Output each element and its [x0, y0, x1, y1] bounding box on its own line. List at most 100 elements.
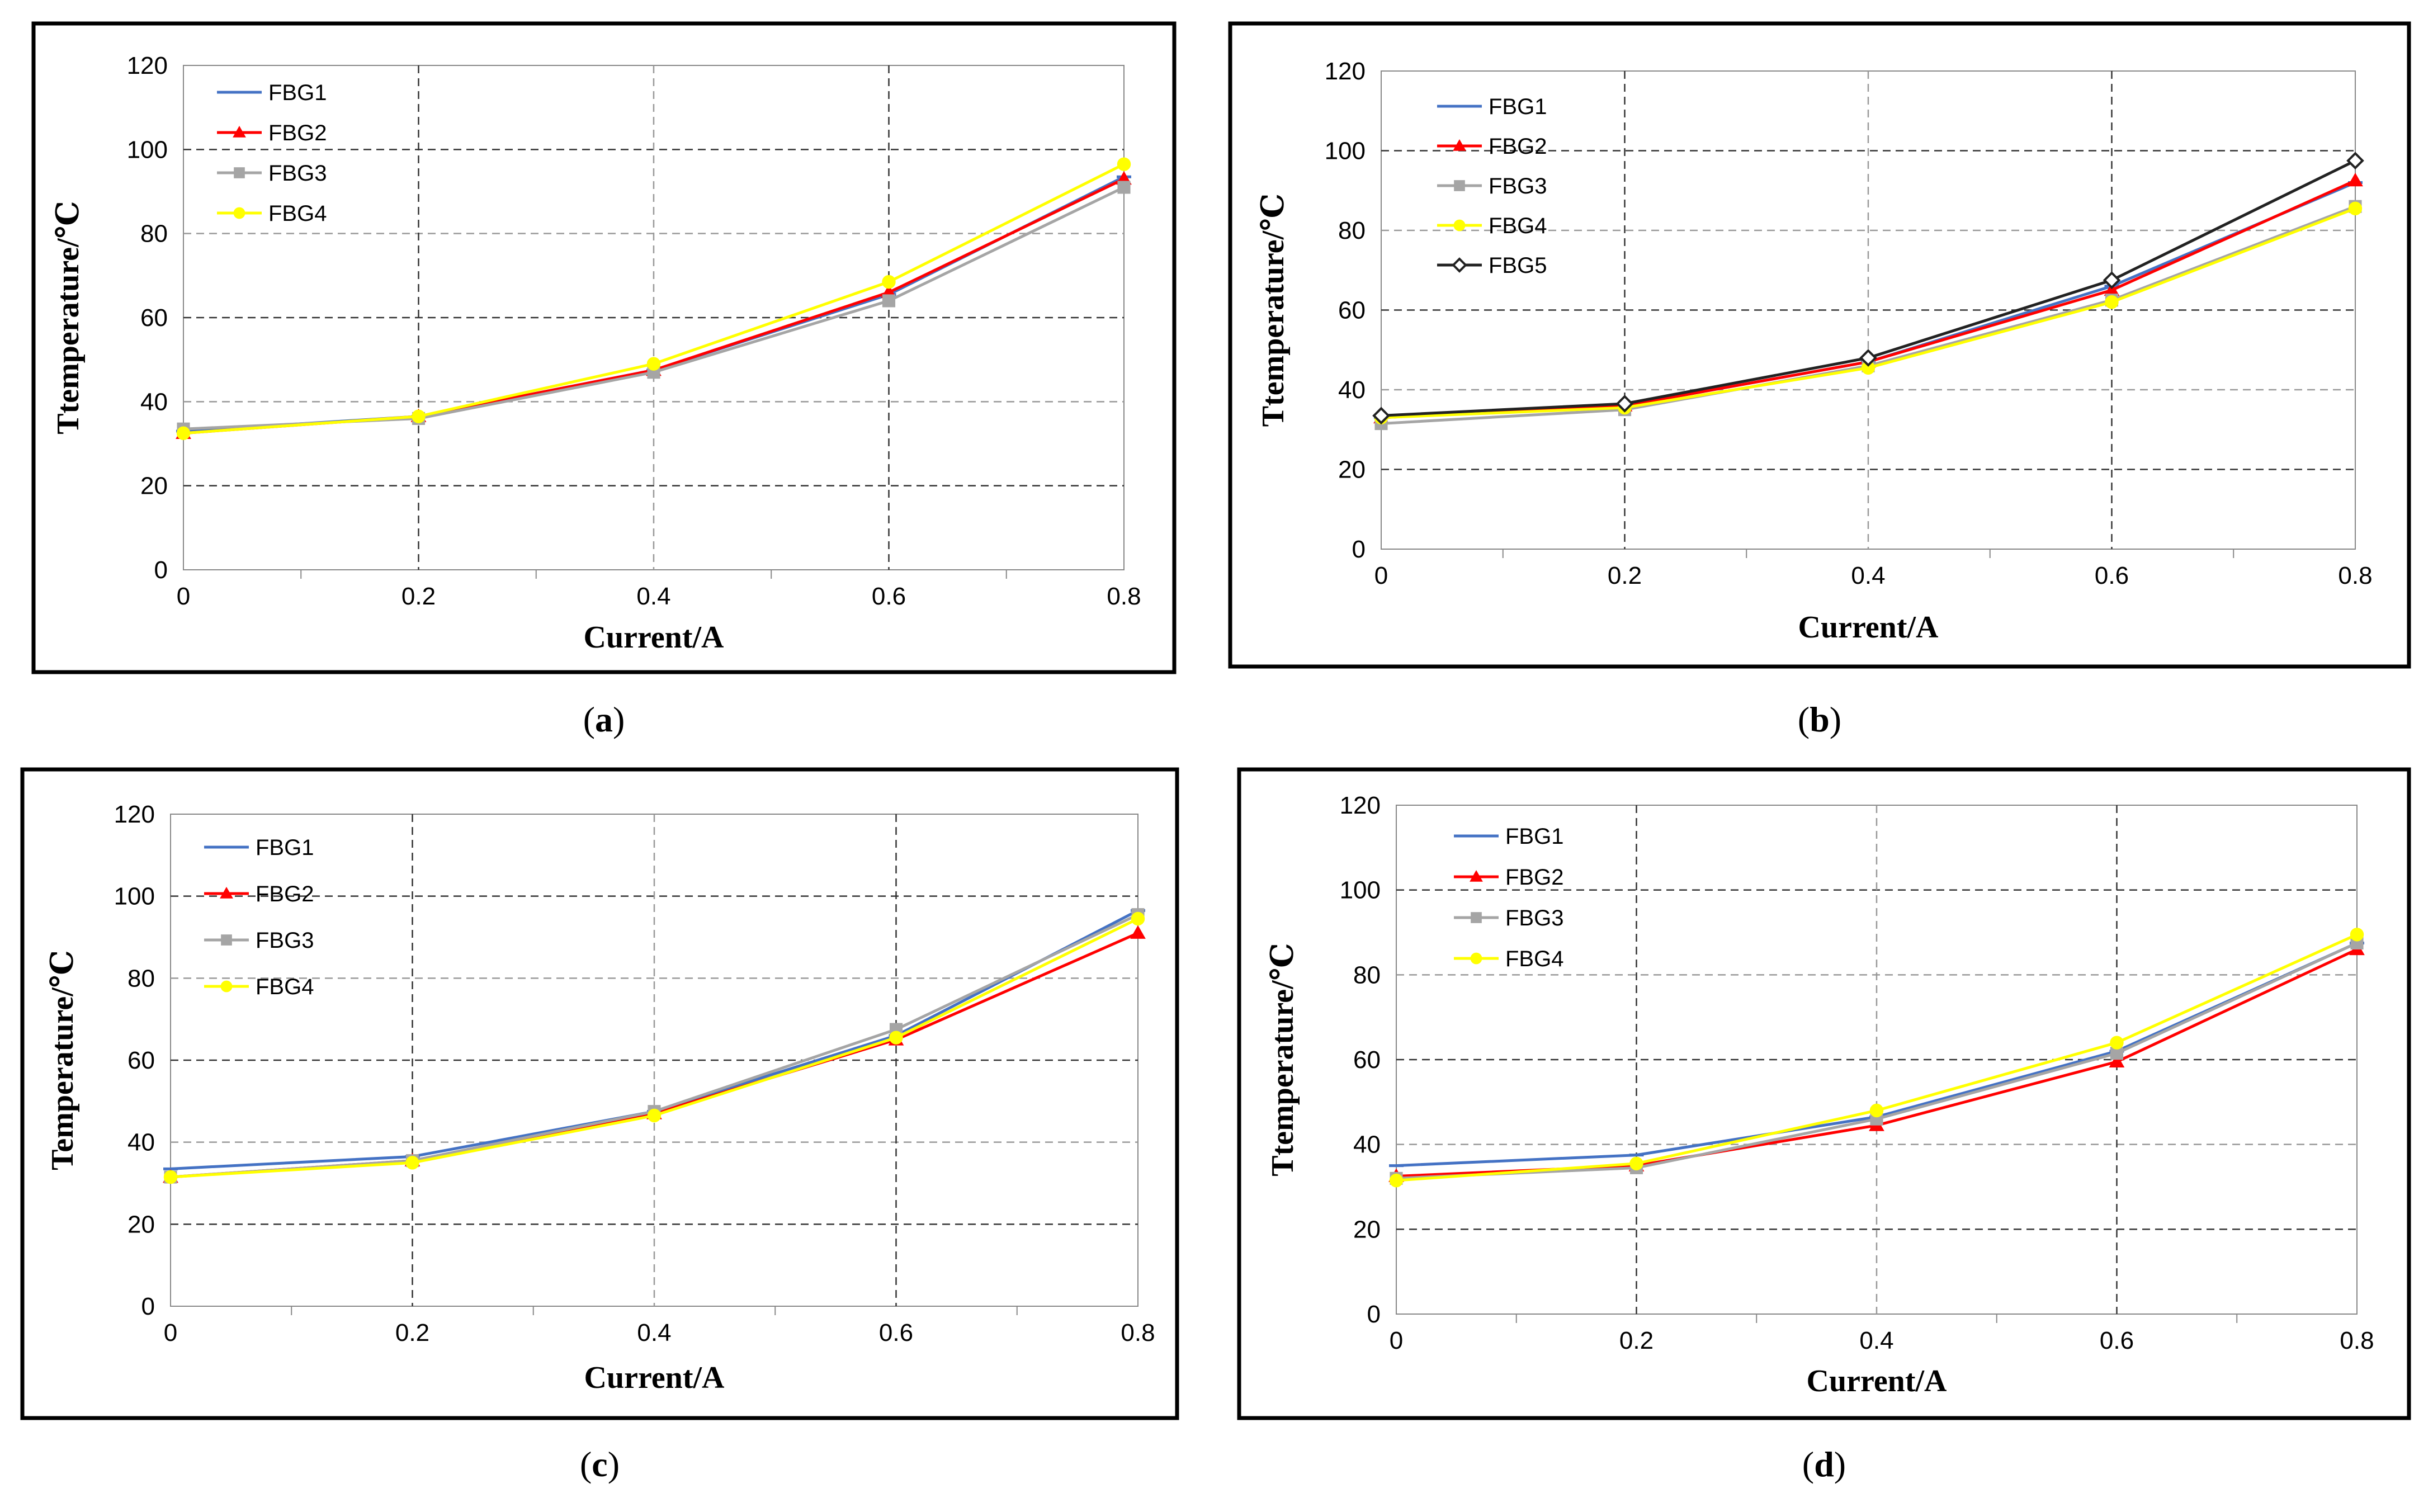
- y-tick-label: 120: [1340, 792, 1381, 819]
- data-point-fbg5: [2346, 152, 2364, 170]
- caption-letter: a: [595, 700, 613, 739]
- x-tick-label: 0: [164, 1319, 177, 1346]
- legend-label: FBG1: [1489, 94, 1547, 119]
- legend-swatch-marker: [221, 934, 232, 946]
- caption-paren: ): [1830, 700, 1841, 739]
- chart-panel-c: 0 20 40 60 80 100 120 0 0.2 0.4 0.6 0.8 Current/A Tem…: [20, 767, 1179, 1484]
- series-fbg4: [1389, 928, 2364, 1188]
- x-tick-label: 0.2: [401, 583, 436, 610]
- panel-caption: (b): [1798, 700, 1841, 739]
- panel-caption: (a): [583, 700, 625, 739]
- x-tick-label: 0.4: [636, 583, 670, 610]
- legend: FBG1 FBG2 FBG3 FBG4: [204, 835, 314, 999]
- y-axis-title: Temperature/℃: [45, 950, 80, 1170]
- legend-label: FBG1: [256, 835, 314, 860]
- legend-label: FBG3: [256, 928, 314, 953]
- data-point-fbg4: [647, 1108, 662, 1123]
- y-axis-title: Ttemperature/℃: [51, 201, 86, 434]
- data-point-fbg4: [1131, 911, 1145, 926]
- x-tick-label: 0.2: [1608, 562, 1642, 589]
- y-tick-label: 80: [1353, 961, 1381, 989]
- data-point-fbg4: [1117, 157, 1131, 171]
- y-tick-label: 0: [1352, 536, 1366, 563]
- data-point-fbg4: [1629, 1156, 1643, 1170]
- y-tick-label: 100: [114, 883, 155, 910]
- y-tick-label: 100: [1325, 138, 1366, 165]
- chart-panel-b: 0 20 40 60 80 100 120 0 0.2 0.4 0.6 0.8 Current/A Tte…: [1228, 21, 2411, 739]
- y-axis-title: Ttemperature/℃: [1256, 193, 1291, 427]
- series-fbg5: [1372, 152, 2364, 425]
- data-point-fbg4: [646, 357, 661, 371]
- legend-label: FBG3: [1489, 174, 1547, 199]
- caption-letter: b: [1810, 700, 1830, 739]
- x-tick-label: 0.6: [2095, 562, 2129, 589]
- legend: FBG1 FBG2 FBG3 FBG4: [1454, 824, 1563, 971]
- x-tick-label: 0.8: [1121, 1319, 1155, 1346]
- data-point-fbg4: [405, 1156, 419, 1170]
- legend-label: FBG1: [1505, 824, 1563, 849]
- y-tick-label: 40: [140, 388, 168, 415]
- legend: FBG1 FBG2 FBG3 FBG4: [217, 81, 327, 226]
- y-tick-label: 100: [127, 136, 168, 163]
- legend-swatch-marker: [1470, 870, 1483, 882]
- data-point-fbg5: [2103, 271, 2121, 289]
- x-tick-label: 0.8: [2340, 1327, 2374, 1354]
- data-point-fbg4: [412, 409, 426, 423]
- x-tick-label: 0.6: [2100, 1327, 2134, 1354]
- legend-swatch-marker: [234, 167, 245, 178]
- panel-caption: (d): [1802, 1444, 1846, 1484]
- x-tick-label: 0.2: [395, 1319, 429, 1346]
- data-point-fbg4: [882, 275, 896, 289]
- legend-label: FBG2: [268, 121, 327, 145]
- y-tick-label: 40: [127, 1129, 155, 1156]
- legend-label: FBG3: [1505, 906, 1563, 930]
- data-point-fbg5: [1615, 395, 1634, 413]
- x-tick-label: 0: [1390, 1327, 1403, 1354]
- y-tick-label: 60: [127, 1047, 155, 1074]
- x-tick-label: 0.8: [1107, 583, 1141, 610]
- y-tick-label: 0: [141, 1293, 155, 1320]
- data-point-fbg4: [2105, 295, 2119, 309]
- legend-swatch-marker: [220, 886, 233, 899]
- data-point-fbg4: [2110, 1036, 2124, 1050]
- data-point-fbg2: [2109, 1053, 2125, 1068]
- y-tick-label: 80: [140, 220, 168, 248]
- data-point-fbg4: [2350, 928, 2364, 942]
- data-point-fbg4: [176, 426, 191, 440]
- data-point-fbg3: [1117, 181, 1131, 194]
- y-tick-label: 120: [114, 801, 155, 828]
- legend-swatch-marker: [1453, 219, 1466, 231]
- y-tick-label: 40: [1338, 376, 1366, 404]
- caption-paren: (: [583, 700, 595, 739]
- legend-label: FBG5: [1489, 253, 1547, 278]
- data-point-fbg4: [889, 1031, 903, 1045]
- caption-paren: ): [608, 1444, 620, 1484]
- caption-letter: c: [592, 1444, 607, 1484]
- legend-label: FBG4: [256, 975, 314, 999]
- data-point-fbg4: [163, 1170, 178, 1184]
- x-axis-title: Current/A: [584, 620, 724, 655]
- y-tick-label: 0: [1367, 1301, 1381, 1328]
- y-tick-label: 60: [140, 304, 168, 332]
- y-tick-label: 60: [1353, 1046, 1381, 1074]
- series-fbg4: [176, 157, 1131, 440]
- x-tick-label: 0.8: [2338, 562, 2372, 589]
- legend-label: FBG4: [1505, 947, 1563, 971]
- x-tick-label: 0.6: [872, 583, 906, 610]
- x-tick-label: 0.2: [1619, 1327, 1654, 1354]
- x-tick-label: 0: [1374, 562, 1388, 589]
- caption-paren: ): [613, 700, 625, 739]
- x-axis-title: Current/A: [1798, 610, 1939, 645]
- x-tick-label: 0.4: [1859, 1327, 1893, 1354]
- y-tick-label: 0: [154, 556, 168, 584]
- caption-letter: d: [1814, 1444, 1834, 1484]
- y-tick-label: 20: [1353, 1216, 1381, 1243]
- data-point-fbg4: [2348, 201, 2363, 216]
- x-tick-label: 0.4: [1851, 562, 1885, 589]
- y-tick-label: 120: [127, 52, 168, 79]
- legend-swatch-marker: [1454, 180, 1465, 191]
- y-tick-label: 40: [1353, 1131, 1381, 1159]
- caption-paren: (: [1798, 700, 1810, 739]
- legend-swatch-marker: [233, 125, 246, 138]
